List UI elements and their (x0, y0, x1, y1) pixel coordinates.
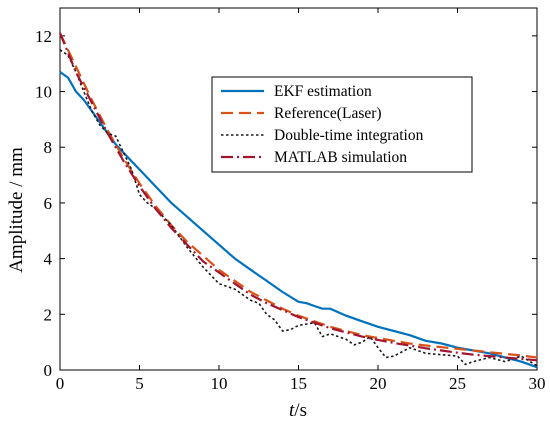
legend-box (211, 76, 473, 173)
x-tick-label: 15 (290, 374, 307, 393)
y-tick-label: 0 (44, 361, 53, 380)
legend: EKF estimation Reference(Laser) Double-tim… (211, 76, 473, 173)
x-tick-label: 25 (449, 374, 466, 393)
x-axis-label-unit: /s (294, 400, 307, 421)
x-tick-label: 10 (211, 374, 228, 393)
y-axis-label: Amplitude / mm (6, 147, 27, 273)
legend-label-3: Double-time integration (274, 127, 424, 144)
y-tick-label: 8 (44, 138, 53, 157)
plot-lines (58, 32, 538, 369)
x-axis-label: t/s (289, 400, 307, 421)
legend-label-1: EKF estimation (274, 83, 372, 100)
series-line-4 (58, 32, 538, 362)
legend-label-4: MATLAB simulation (274, 149, 407, 166)
x-tick-label: 20 (370, 374, 387, 393)
legend-label-2: Reference(Laser) (274, 105, 382, 122)
x-axis-label-variable: t (289, 400, 295, 421)
x-tick-label: 30 (529, 374, 546, 393)
y-tick-label: 12 (35, 27, 52, 46)
y-tick-label: 10 (35, 83, 52, 102)
y-tick-label: 6 (44, 194, 53, 213)
axes: 0 5 10 15 20 25 30 0 2 4 6 8 10 12 (35, 7, 546, 393)
y-tick-label: 4 (44, 250, 53, 269)
series-line-2 (59, 32, 538, 359)
y-tick-label: 2 (44, 305, 53, 324)
series-line-3 (59, 49, 538, 367)
x-tick-label: 5 (135, 374, 144, 393)
x-tick-label: 0 (56, 374, 65, 393)
